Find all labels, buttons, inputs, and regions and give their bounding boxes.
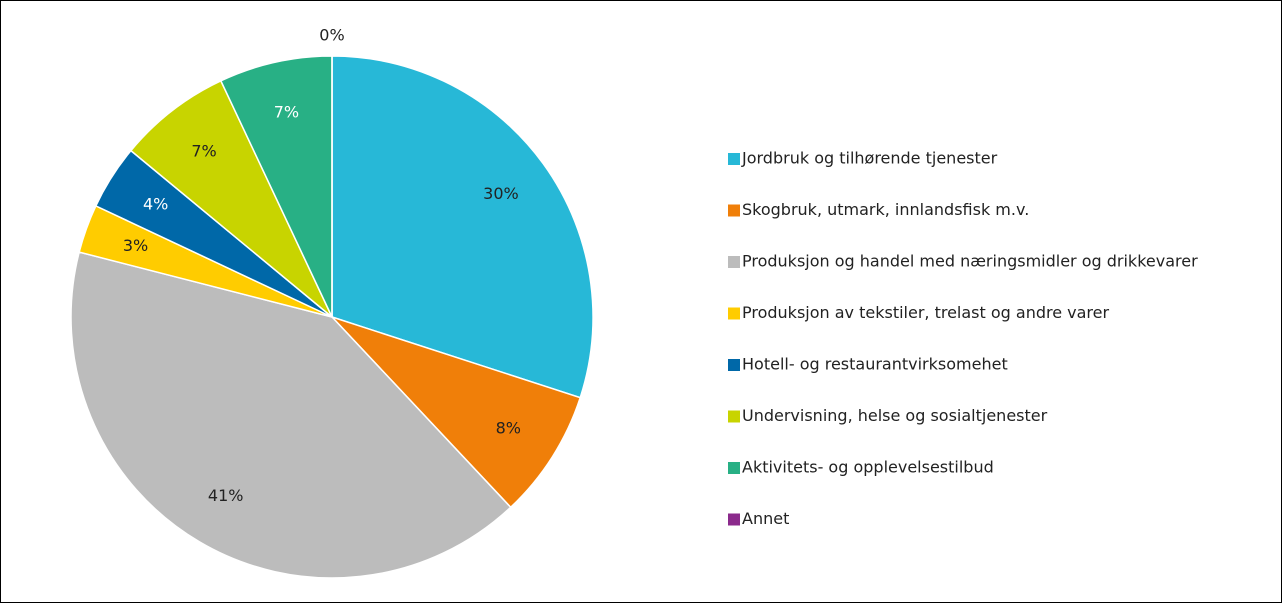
legend-swatch xyxy=(728,153,740,165)
legend-swatch xyxy=(728,204,740,217)
data-label: 7% xyxy=(274,103,299,122)
data-label: 7% xyxy=(191,142,216,161)
legend-label: Produksjon av tekstiler, trelast og andr… xyxy=(742,303,1110,322)
legend-swatch xyxy=(728,462,740,474)
legend-label: Annet xyxy=(742,509,789,528)
pie-slice xyxy=(331,316,582,509)
pie-slice xyxy=(129,79,333,318)
legend-swatch xyxy=(728,410,740,423)
legend-swatch xyxy=(728,256,740,268)
data-label: 41% xyxy=(208,486,244,505)
legend-label: Hotell- og restaurantvirksomehet xyxy=(742,355,1008,374)
legend-swatch xyxy=(728,307,740,320)
legend-label: Produksjon og handel med næringsmidler o… xyxy=(742,252,1198,271)
legend-label: Skogbruk, utmark, innlandsfisk m.v. xyxy=(742,200,1029,219)
data-label: 30% xyxy=(483,184,519,203)
data-label: 3% xyxy=(123,236,148,255)
data-label: 0% xyxy=(319,26,344,45)
legend-swatch xyxy=(728,513,740,526)
legend-label: Undervisning, helse og sosialtjenester xyxy=(742,406,1048,425)
data-label: 8% xyxy=(496,418,521,437)
pie-slice xyxy=(219,55,333,318)
legend-label: Aktivitets- og opplevelsestilbud xyxy=(742,458,994,477)
pie-slice xyxy=(70,251,512,579)
legend-label: Jordbruk og tilhørende tjenester xyxy=(741,149,998,168)
data-label: 4% xyxy=(143,195,168,214)
legend-swatch xyxy=(728,359,740,371)
pie-slice xyxy=(331,55,594,399)
